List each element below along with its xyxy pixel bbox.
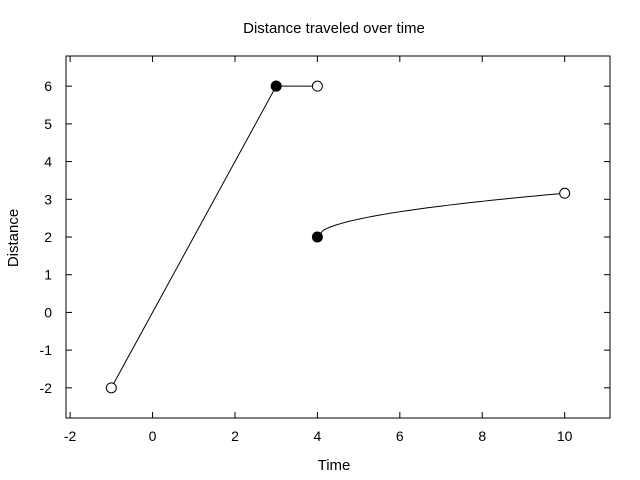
open-point-marker — [105, 382, 117, 394]
y-tick-label: 5 — [44, 116, 52, 132]
plot-frame — [65, 55, 611, 419]
x-tick-label: 6 — [396, 428, 404, 444]
x-tick-label: 0 — [149, 428, 157, 444]
x-tick-label: -2 — [64, 428, 77, 444]
x-axis-label: Time — [318, 457, 351, 474]
y-tick-label: 4 — [44, 154, 52, 170]
y-tick-label: 6 — [44, 78, 52, 94]
filled-point-marker — [270, 80, 282, 92]
series-markers — [105, 80, 571, 394]
x-tick-label: 4 — [313, 428, 321, 444]
x-tick-label: 8 — [478, 428, 486, 444]
x-tick-label: 10 — [557, 428, 573, 444]
y-tick-label: 2 — [44, 229, 52, 245]
y-tick-label: 3 — [44, 191, 52, 207]
x-tick-label: 2 — [231, 428, 239, 444]
series-lines — [110, 85, 565, 389]
series-3-line — [317, 192, 565, 238]
axis-ticks — [66, 56, 610, 418]
y-tick-label: 0 — [44, 304, 52, 320]
open-point-marker — [559, 187, 571, 199]
y-axis-label: Distance — [5, 209, 22, 267]
y-tick-label: -2 — [40, 380, 53, 396]
y-tick-label: -1 — [40, 342, 53, 358]
series-1-line — [110, 85, 277, 389]
chart-title: Distance traveled over time — [243, 20, 425, 37]
open-point-marker — [311, 80, 323, 92]
y-tick-label: 1 — [44, 267, 52, 283]
axis-tick-labels: -2 0 2 4 6 8 10 -2 -1 0 1 2 3 4 5 6 — [40, 78, 573, 444]
filled-point-marker — [311, 231, 323, 243]
